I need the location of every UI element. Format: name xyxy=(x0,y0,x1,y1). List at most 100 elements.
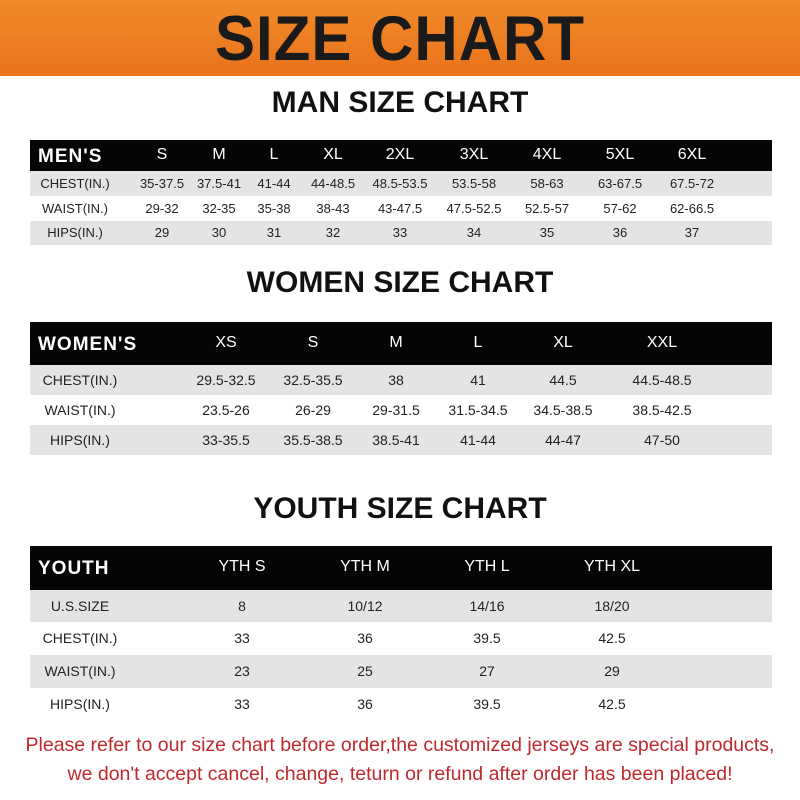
measurement-value: 41-44 xyxy=(257,175,291,191)
measurement-value: 58-63 xyxy=(530,175,564,191)
measurement-value: 48.5-53.5 xyxy=(372,175,428,191)
measurement-label: HIPS(IN.) xyxy=(50,431,110,448)
measurement-value: 32 xyxy=(325,225,341,241)
measurement-value: 44-48.5 xyxy=(310,175,356,191)
youth-section-title: YOUTH SIZE CHART xyxy=(253,492,547,525)
size-chart-banner: SIZE CHART xyxy=(0,0,800,76)
measurement-value: 33 xyxy=(392,225,408,241)
size-column-header: L xyxy=(473,333,483,351)
table-row: WAIST(IN.) 29-32 32-35 35-38 38-43 43-47.5 47.… xyxy=(30,196,772,221)
measurement-value: 31 xyxy=(266,225,282,241)
size-column-header: XS xyxy=(215,333,237,351)
measurement-value: 57-62 xyxy=(603,200,637,216)
measurement-value: 38 xyxy=(388,371,404,388)
measurement-value: 33-35.5 xyxy=(202,431,250,448)
measurement-value: 38.5-42.5 xyxy=(632,401,692,418)
measurement-label: WAIST(IN.) xyxy=(42,200,108,216)
measurement-label: U.S.SIZE xyxy=(50,597,110,614)
men-section-title: MAN SIZE CHART xyxy=(271,86,529,119)
table-row: CHEST(IN.) 35-37.5 37.5-41 41-44 44-48.5 48.5… xyxy=(30,171,772,196)
measurement-value: 34 xyxy=(466,225,482,241)
table-header-row: YOUTH YTH S YTH M YTH L YTH XL xyxy=(30,546,772,590)
measurement-label: WAIST(IN.) xyxy=(44,401,116,418)
size-column-header: YTH XL xyxy=(583,558,641,575)
measurement-value: 8 xyxy=(238,597,246,614)
measurement-label: HIPS(IN.) xyxy=(50,696,110,713)
measurement-value: 37 xyxy=(684,225,700,241)
measurement-value: 29-31.5 xyxy=(372,401,420,418)
size-column-header: S xyxy=(307,333,319,351)
measurement-label: CHEST(IN.) xyxy=(42,630,118,647)
measurement-value: 44-47 xyxy=(545,431,581,448)
measurement-value: 25 xyxy=(357,663,373,680)
table-row: CHEST(IN.) 33 36 39.5 42.5 xyxy=(30,622,772,655)
table-row: HIPS(IN.) 33 36 39.5 42.5 xyxy=(30,688,772,721)
size-column-header: 2XL xyxy=(385,145,415,163)
measurement-value: 52.5-57 xyxy=(524,200,570,216)
measurement-value: 39.5 xyxy=(473,630,501,647)
measurement-value: 10/12 xyxy=(347,597,383,614)
notice-line-2: we don't accept cancel, change, teturn o… xyxy=(67,763,733,785)
measurement-value: 34.5-38.5 xyxy=(533,401,593,418)
table-header-row: WOMEN'S XS S M L XL XXL xyxy=(30,322,772,365)
measurement-value: 14/16 xyxy=(469,597,505,614)
size-column-header: M xyxy=(389,333,403,351)
size-column-header: XL xyxy=(553,333,573,351)
measurement-value: 38.5-41 xyxy=(372,431,420,448)
table-category-label: MEN'S xyxy=(38,145,103,167)
measurement-value: 29 xyxy=(604,663,620,680)
measurement-label: CHEST(IN.) xyxy=(42,371,118,388)
banner-title: SIZE CHART xyxy=(215,3,585,74)
size-column-header: YTH M xyxy=(340,558,390,575)
measurement-value: 29-32 xyxy=(145,200,179,216)
size-column-header: 3XL xyxy=(459,145,489,163)
measurement-value: 41 xyxy=(470,371,486,388)
measurement-value: 67.5-72 xyxy=(669,175,715,191)
measurement-value: 32.5-35.5 xyxy=(283,371,343,388)
measurement-value: 23 xyxy=(234,663,250,680)
measurement-value: 39.5 xyxy=(473,696,501,713)
measurement-value: 35 xyxy=(539,225,555,241)
table-row: WAIST(IN.) 23.5-26 26-29 29-31.5 31.5-34.5 34… xyxy=(30,395,772,425)
table-row: HIPS(IN.) 29 30 31 32 33 34 35 36 37 xyxy=(30,221,772,245)
table-row: HIPS(IN.) 33-35.5 35.5-38.5 38.5-41 41-44 44-… xyxy=(30,425,772,455)
table-header-row: MEN'S S M L XL 2XL 3XL 4XL 5XL 6XL xyxy=(30,140,772,171)
size-column-header: L xyxy=(269,145,279,163)
table-category-label: YOUTH xyxy=(38,558,110,579)
measurement-value: 29 xyxy=(154,225,170,241)
table-row: U.S.SIZE 8 10/12 14/16 18/20 xyxy=(30,590,772,622)
measurement-value: 27 xyxy=(479,663,495,680)
measurement-value: 18/20 xyxy=(594,597,630,614)
measurement-value: 44.5 xyxy=(549,371,577,388)
measurement-value: 23.5-26 xyxy=(202,401,250,418)
measurement-value: 53.5-58 xyxy=(451,175,497,191)
measurement-value: 35-37.5 xyxy=(139,175,185,191)
women-section-title: WOMEN SIZE CHART xyxy=(246,266,554,299)
size-column-header: YTH S xyxy=(218,558,266,575)
size-column-header: M xyxy=(212,145,226,163)
measurement-value: 29.5-32.5 xyxy=(196,371,256,388)
measurement-value: 33 xyxy=(234,630,250,647)
measurement-value: 32-35 xyxy=(202,200,236,216)
measurement-value: 47.5-52.5 xyxy=(446,200,502,216)
measurement-value: 30 xyxy=(211,225,227,241)
measurement-value: 42.5 xyxy=(598,630,626,647)
table-category-label: WOMEN'S xyxy=(38,333,138,355)
measurement-value: 43-47.5 xyxy=(377,200,423,216)
measurement-value: 36 xyxy=(357,630,373,647)
notice-line-1: Please refer to our size chart before or… xyxy=(25,734,775,756)
measurement-value: 35-38 xyxy=(257,200,291,216)
measurement-value: 41-44 xyxy=(460,431,496,448)
size-column-header: 4XL xyxy=(532,145,562,163)
size-column-header: YTH L xyxy=(464,558,510,575)
measurement-value: 37.5-41 xyxy=(196,175,242,191)
size-column-header: 5XL xyxy=(605,145,635,163)
measurement-value: 44.5-48.5 xyxy=(632,371,692,388)
measurement-value: 36 xyxy=(357,696,373,713)
size-column-header: 6XL xyxy=(677,145,707,163)
table-row: CHEST(IN.) 29.5-32.5 32.5-35.5 38 41 44.5 44.5… xyxy=(30,365,772,395)
measurement-value: 33 xyxy=(234,696,250,713)
size-column-header: XXL xyxy=(646,333,678,351)
measurement-label: CHEST(IN.) xyxy=(40,175,110,191)
size-column-header: XL xyxy=(323,145,343,163)
